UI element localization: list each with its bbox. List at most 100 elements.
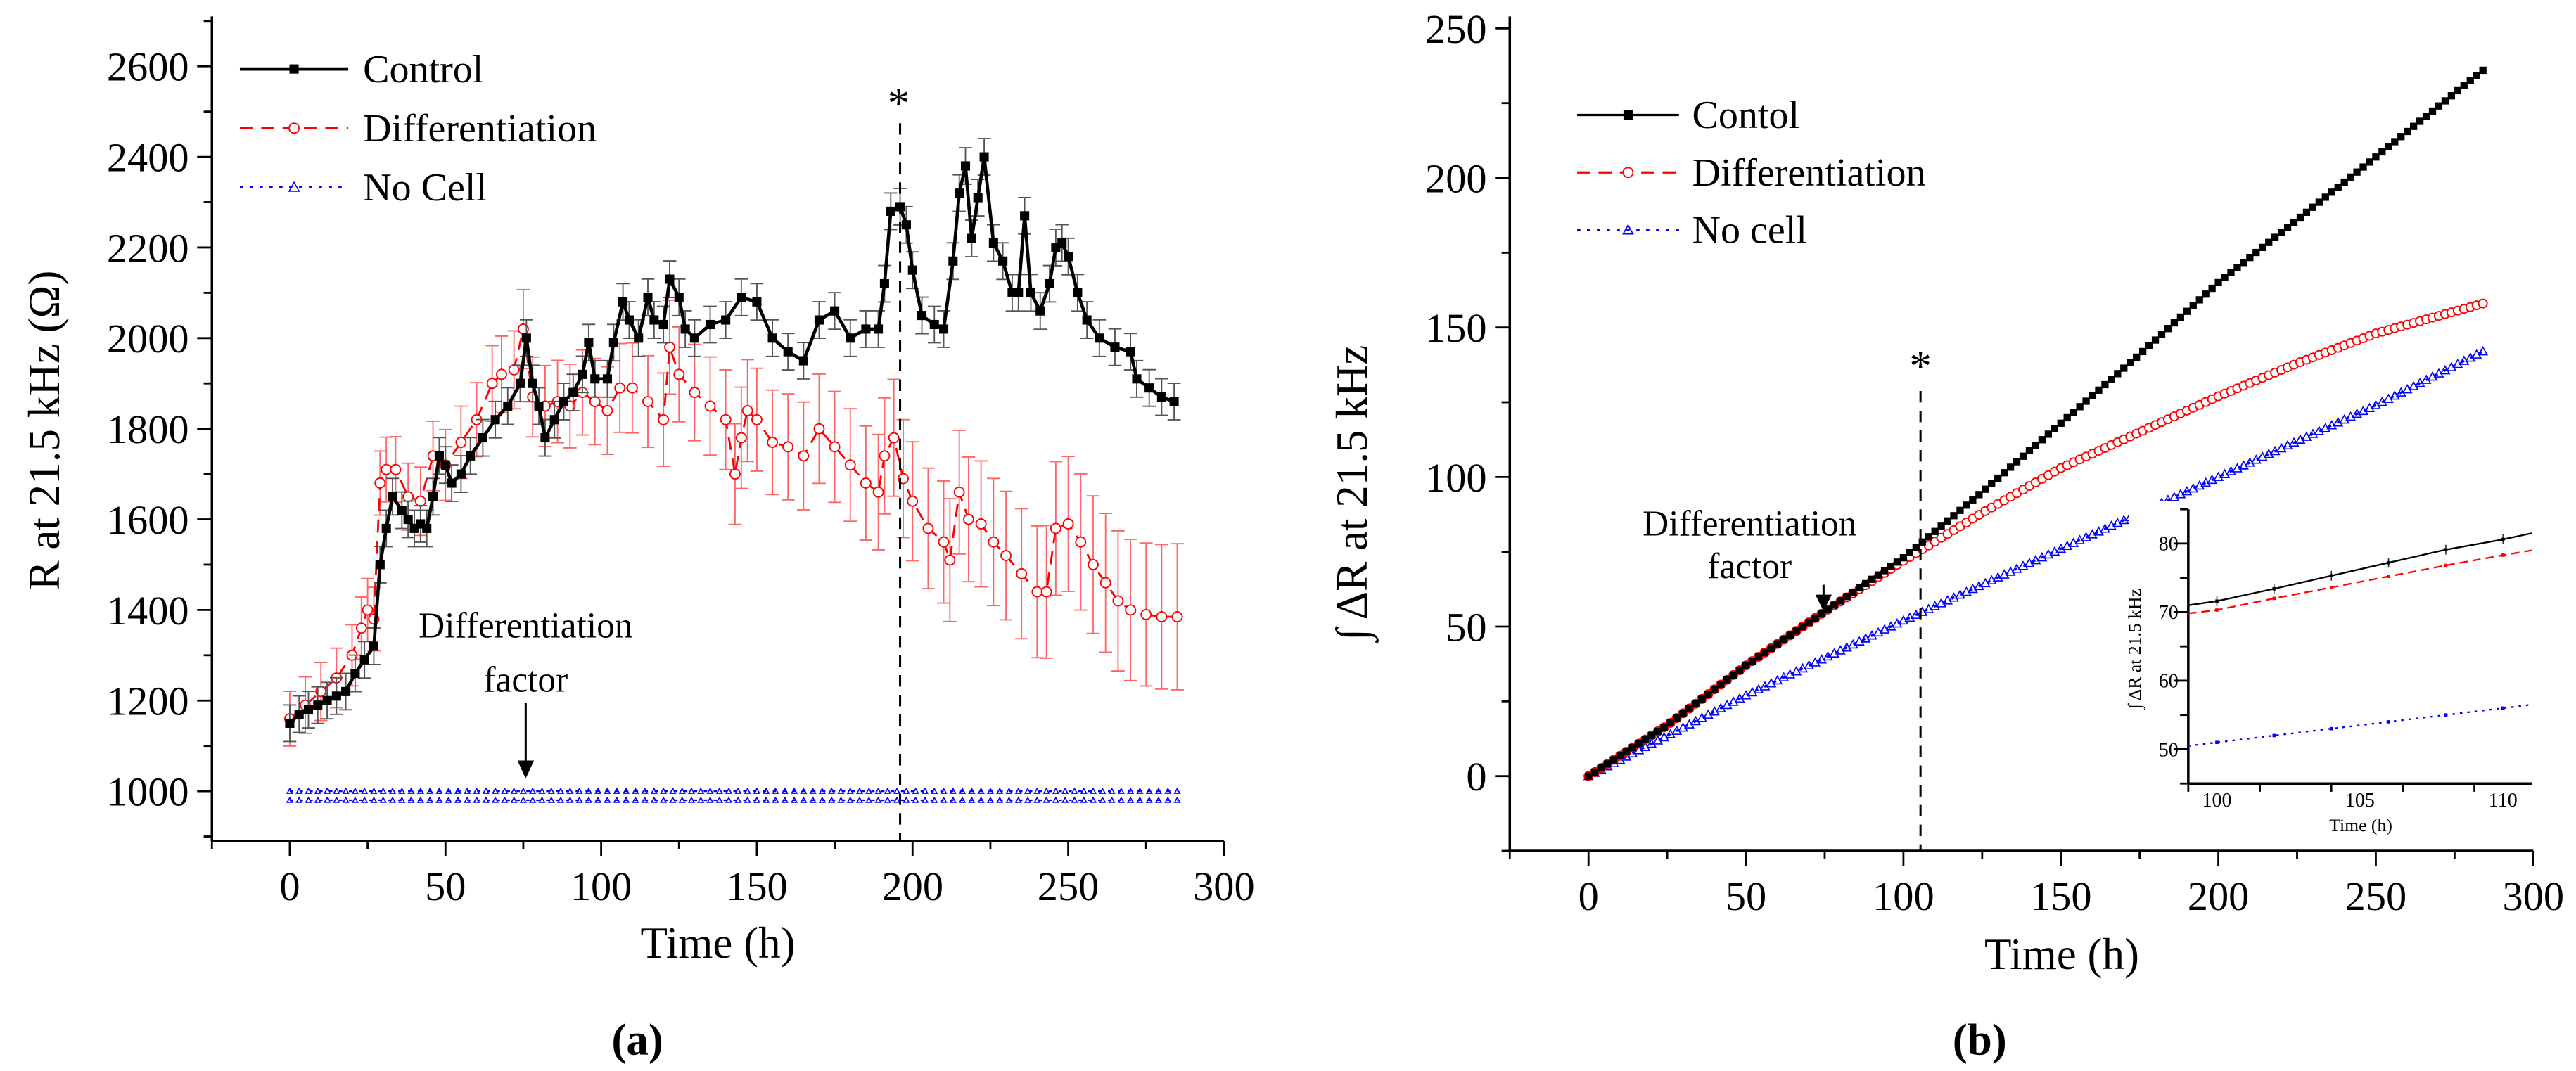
contol-cumulative-marker bbox=[1925, 533, 1932, 541]
nocell-marker bbox=[744, 796, 751, 803]
contol-cumulative-marker bbox=[2366, 158, 2373, 166]
nocell-marker bbox=[388, 796, 397, 803]
contol-cumulative-marker bbox=[2019, 452, 2027, 460]
nocell-marker bbox=[763, 787, 770, 794]
nocell-marker bbox=[566, 787, 574, 794]
control-marker bbox=[901, 220, 911, 230]
control-marker bbox=[303, 705, 314, 714]
nocell-marker bbox=[370, 787, 378, 794]
nocell-marker bbox=[1033, 796, 1041, 803]
panel-b-factor-text-2: factor bbox=[1707, 546, 1792, 586]
control-marker bbox=[721, 315, 731, 325]
contol-cumulative-marker bbox=[2038, 436, 2046, 444]
differentiation-marker bbox=[381, 463, 393, 475]
differentiation-marker bbox=[829, 441, 841, 453]
contol-cumulative-marker bbox=[2447, 92, 2456, 100]
differentiation-marker bbox=[455, 437, 467, 448]
nocell-marker bbox=[986, 787, 995, 794]
contol-cumulative-marker bbox=[2441, 97, 2449, 105]
differentiation-marker bbox=[922, 522, 934, 534]
differentiation-line bbox=[289, 328, 1178, 720]
contol-cumulative-marker bbox=[1969, 496, 1977, 504]
nocell-marker bbox=[613, 787, 620, 794]
nocell-marker bbox=[968, 796, 976, 803]
contol-cumulative-marker bbox=[2114, 370, 2122, 378]
inset-no-cell-line bbox=[2188, 703, 2532, 747]
panel-b-factor-arrowhead bbox=[1815, 594, 1832, 611]
contol-cumulative-marker bbox=[2353, 168, 2361, 176]
inset-xlabel: Time (h) bbox=[2329, 815, 2392, 835]
nocell-marker bbox=[874, 787, 882, 794]
differentiation-marker bbox=[614, 382, 626, 394]
contol-cumulative-marker bbox=[2227, 269, 2235, 276]
panel-a-x-tick-label: 300 bbox=[1193, 864, 1255, 909]
nocell-marker bbox=[1061, 796, 1069, 803]
differentiation-marker bbox=[1088, 559, 1099, 570]
panel-b-star: * bbox=[1909, 342, 1932, 391]
nocell-marker bbox=[846, 787, 854, 794]
contol-cumulative-marker bbox=[1717, 681, 1725, 688]
nocell-marker bbox=[744, 787, 751, 794]
contol-cumulative-marker bbox=[2170, 319, 2179, 327]
differentiation-marker bbox=[813, 423, 825, 435]
control-marker bbox=[1169, 397, 1179, 406]
nocell-marker bbox=[781, 787, 789, 794]
control-marker bbox=[388, 492, 397, 501]
contol-cumulative-marker bbox=[2454, 86, 2461, 95]
legend-b-contol-marker bbox=[1623, 110, 1633, 120]
differentiation-marker bbox=[907, 495, 919, 507]
nocell-marker bbox=[818, 787, 827, 794]
contol-cumulative-marker bbox=[2108, 376, 2115, 383]
control-marker bbox=[830, 306, 840, 316]
control-marker bbox=[767, 333, 777, 343]
differentiation-marker bbox=[689, 387, 701, 399]
contol-cumulative-marker bbox=[2428, 107, 2437, 115]
nocell-marker bbox=[678, 796, 686, 803]
control-marker bbox=[1035, 306, 1045, 316]
contol-cumulative-marker bbox=[2479, 66, 2487, 75]
contol-cumulative-marker bbox=[1824, 605, 1832, 613]
contol-cumulative-marker bbox=[2089, 392, 2096, 399]
nocell-marker bbox=[958, 796, 967, 803]
nocell-marker bbox=[1117, 787, 1125, 794]
contol-cumulative-marker bbox=[2259, 243, 2266, 252]
nocell-marker bbox=[912, 796, 919, 803]
contol-cumulative-marker bbox=[2296, 213, 2304, 222]
contol-cumulative-marker bbox=[2277, 229, 2285, 236]
control-marker bbox=[602, 374, 612, 384]
contol-cumulative-marker bbox=[2233, 264, 2241, 271]
nocell-marker bbox=[407, 796, 415, 803]
panel-b-x-tick-label: 200 bbox=[2188, 873, 2250, 919]
nocell-marker bbox=[865, 787, 873, 794]
control-marker bbox=[634, 333, 644, 343]
differentiation-marker bbox=[798, 450, 810, 462]
nocell-marker bbox=[1126, 787, 1135, 794]
differentiation-marker bbox=[1125, 604, 1137, 616]
control-marker bbox=[967, 233, 976, 243]
nocell-marker bbox=[445, 787, 452, 794]
nocell-marker bbox=[1052, 796, 1060, 803]
nocell-marker bbox=[416, 796, 424, 803]
nocell-marker bbox=[855, 796, 864, 803]
control-marker bbox=[1057, 238, 1067, 248]
nocell-marker bbox=[314, 796, 321, 803]
nocell-marker bbox=[669, 787, 677, 794]
legend-control-marker bbox=[289, 64, 299, 74]
nocell-marker bbox=[1136, 787, 1144, 794]
control-marker bbox=[375, 560, 385, 570]
nocell-marker bbox=[865, 796, 873, 803]
differentiation-marker bbox=[844, 459, 856, 471]
inset-y-tick-label: 60 bbox=[2159, 671, 2179, 693]
contol-cumulative-marker bbox=[2127, 359, 2134, 366]
nocell-marker bbox=[445, 796, 452, 803]
panel-b-factor-text-1: Differentiation bbox=[1643, 504, 1856, 544]
differentiation-marker bbox=[1062, 518, 1074, 530]
differentiation-marker bbox=[704, 400, 716, 412]
differentiation-marker bbox=[355, 622, 367, 634]
control-marker bbox=[1020, 211, 1030, 221]
nocell-marker bbox=[1145, 796, 1153, 803]
panel-a-y-tick-label: 1000 bbox=[107, 769, 189, 815]
contol-cumulative-marker bbox=[1754, 653, 1763, 661]
inset-contol-marker bbox=[2444, 548, 2448, 552]
nocell-marker bbox=[931, 787, 938, 794]
